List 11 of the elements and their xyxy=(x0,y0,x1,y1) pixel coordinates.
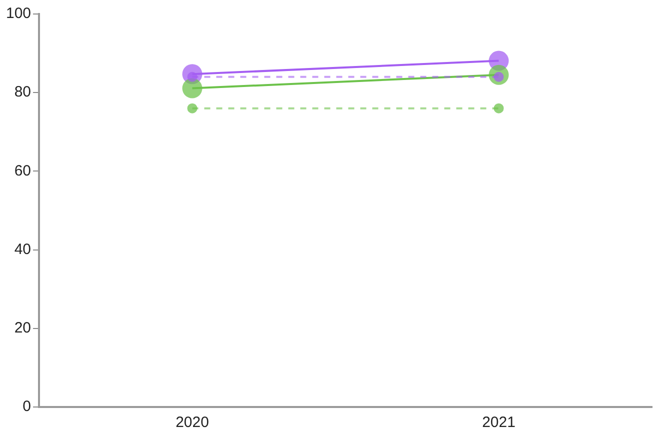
x-tick-label: 2021 xyxy=(482,414,516,432)
y-tick-label: 100 xyxy=(6,5,32,22)
point xyxy=(182,78,202,98)
y-tick-label: 80 xyxy=(14,84,32,101)
y-tick-label: 40 xyxy=(14,240,32,258)
point xyxy=(187,103,198,114)
y-tick-label: 0 xyxy=(22,398,32,416)
point xyxy=(494,103,504,114)
y-tick-label: 20 xyxy=(14,320,32,337)
x-tick-label: 2020 xyxy=(176,414,209,432)
y-tick-label: 60 xyxy=(14,162,32,180)
